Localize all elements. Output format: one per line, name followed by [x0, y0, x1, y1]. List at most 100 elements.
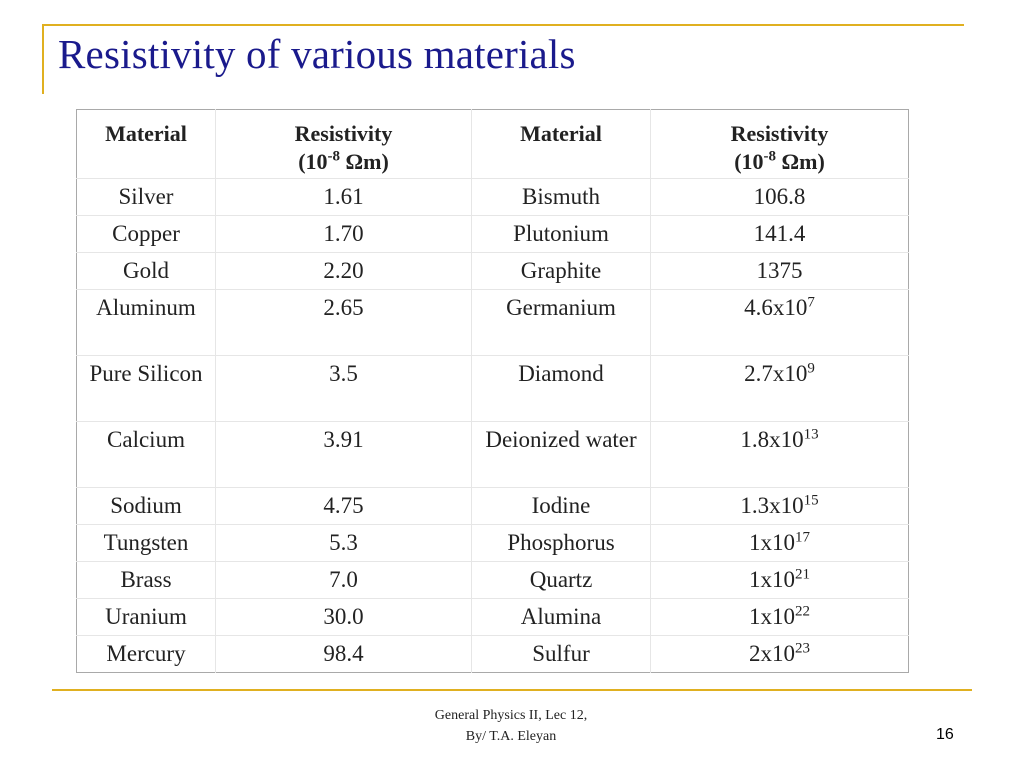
bottom-accent-line	[52, 689, 972, 691]
resistivity-cell: 1.61	[215, 178, 472, 216]
header-resistivity-label: Resistivity	[294, 121, 393, 146]
resistivity-cell: 3.91	[215, 421, 472, 488]
resistivity-exponent: 13	[803, 426, 819, 443]
resistivity-cell: 2x1023	[650, 635, 909, 673]
resistivity-exponent: 21	[795, 566, 810, 583]
page-number: 16	[936, 726, 954, 743]
resistivity-cell: 1x1021	[650, 561, 909, 599]
table-row: Aluminum 2.65 Germanium 4.6x107	[76, 289, 909, 356]
resistivity-base: 1375	[756, 258, 803, 283]
resistivity-cell: 141.4	[650, 215, 909, 253]
resistivity-base: 106.8	[753, 184, 806, 209]
resistivity-base: 141.4	[753, 221, 806, 246]
material-cell: Deionized water	[471, 421, 651, 488]
material-cell: Pure Silicon	[89, 361, 203, 386]
header-resistivity-1: Resistivity (10-8 Ωm)	[215, 109, 472, 179]
top-accent-line	[42, 24, 964, 26]
material-cell: Calcium	[107, 427, 185, 452]
resistivity-exponent: 22	[795, 603, 810, 620]
resistivity-exponent: 9	[807, 360, 815, 377]
resistivity-base: 1x10	[749, 604, 795, 629]
material-cell: Germanium	[471, 289, 651, 356]
material-cell: Iodine	[471, 487, 651, 525]
footer-credit: General Physics II, Lec 12, By/ T.A. Ele…	[380, 705, 642, 747]
resistivity-base: 1x10	[749, 567, 795, 592]
header-unit: (10-8 Ωm)	[734, 149, 825, 174]
resistivity-cell: 2.65	[215, 289, 472, 356]
unit-prefix: (10	[734, 149, 764, 174]
resistivity-cell: 1.3x1015	[650, 487, 909, 525]
unit-exponent: -8	[327, 148, 341, 165]
material-cell: Graphite	[471, 252, 651, 290]
resistivity-cell: 1.8x1013	[650, 421, 909, 488]
resistivity-cell: 30.0	[215, 598, 472, 636]
material-cell: Tungsten	[103, 530, 189, 555]
resistivity-table: Material Resistivity (10-8 Ωm) Material …	[76, 109, 909, 673]
material-cell: Alumina	[471, 598, 651, 636]
resistivity-exponent: 15	[803, 492, 819, 509]
left-accent-line	[42, 24, 44, 94]
resistivity-base: 1.8x10	[740, 427, 804, 452]
header-resistivity-2: Resistivity (10-8 Ωm)	[650, 109, 909, 179]
table-row: Uranium 30.0 Alumina 1x1022	[76, 598, 909, 636]
material-cell: Diamond	[471, 355, 651, 422]
unit-suffix: Ωm)	[776, 149, 825, 174]
material-cell: Bismuth	[471, 178, 651, 216]
resistivity-cell: 1x1017	[650, 524, 909, 562]
table-row: Calcium 3.91 Deionized water 1.8x1013	[76, 421, 909, 488]
table-row: Sodium 4.75 Iodine 1.3x1015	[76, 487, 909, 525]
resistivity-exponent: 7	[807, 294, 815, 311]
resistivity-cell: 5.3	[215, 524, 472, 562]
resistivity-base: 4.6x10	[744, 295, 808, 320]
unit-suffix: Ωm)	[340, 149, 389, 174]
material-cell: Copper	[112, 221, 180, 246]
material-cell: Plutonium	[471, 215, 651, 253]
slide-title: Resistivity of various materials	[58, 31, 576, 77]
resistivity-cell: 7.0	[215, 561, 472, 599]
table-row: Mercury 98.4 Sulfur 2x1023	[76, 635, 909, 673]
header-material-2: Material	[471, 109, 651, 179]
table-row: Copper 1.70 Plutonium 141.4	[76, 215, 909, 253]
table-row: Brass 7.0 Quartz 1x1021	[76, 561, 909, 599]
resistivity-cell: 1x1022	[650, 598, 909, 636]
unit-exponent: -8	[763, 148, 777, 165]
material-cell: Gold	[123, 258, 169, 283]
unit-prefix: (10	[298, 149, 328, 174]
resistivity-base: 2.7x10	[744, 361, 808, 386]
header-unit: (10-8 Ωm)	[298, 149, 389, 174]
resistivity-cell: 98.4	[215, 635, 472, 673]
table-row: Gold 2.20 Graphite 1375	[76, 252, 909, 290]
resistivity-exponent: 23	[795, 640, 810, 657]
resistivity-table-container: Material Resistivity (10-8 Ωm) Material …	[76, 109, 909, 673]
table-row: Pure Silicon 3.5 Diamond 2.7x109	[76, 355, 909, 422]
material-cell: Quartz	[471, 561, 651, 599]
table-row: Silver 1.61 Bismuth 106.8	[76, 178, 909, 216]
material-cell: Mercury	[106, 641, 186, 666]
material-cell: Silver	[118, 184, 174, 209]
resistivity-cell: 1375	[650, 252, 909, 290]
footer-line-1: General Physics II, Lec 12,	[434, 708, 588, 723]
resistivity-base: 1.3x10	[740, 493, 804, 518]
table-header-row: Material Resistivity (10-8 Ωm) Material …	[77, 109, 909, 179]
header-material-1: Material	[105, 121, 187, 146]
material-cell: Brass	[120, 567, 172, 592]
resistivity-cell: 106.8	[650, 178, 909, 216]
resistivity-cell: 4.75	[215, 487, 472, 525]
material-cell: Uranium	[105, 604, 187, 629]
material-cell: Aluminum	[96, 295, 196, 320]
table-body: Silver 1.61 Bismuth 106.8 Copper 1.70 Plutoniu…	[76, 178, 909, 673]
material-cell: Phosphorus	[471, 524, 651, 562]
material-cell: Sulfur	[471, 635, 651, 673]
resistivity-cell: 2.7x109	[650, 355, 909, 422]
header-resistivity-label: Resistivity	[730, 121, 829, 146]
resistivity-cell: 3.5	[215, 355, 472, 422]
footer-line-2: By/ T.A. Eleyan	[465, 729, 557, 744]
resistivity-base: 2x10	[749, 641, 795, 666]
resistivity-cell: 2.20	[215, 252, 472, 290]
material-cell: Sodium	[110, 493, 182, 518]
resistivity-cell: 1.70	[215, 215, 472, 253]
table-row: Tungsten 5.3 Phosphorus 1x1017	[76, 524, 909, 562]
resistivity-base: 1x10	[749, 530, 795, 555]
resistivity-exponent: 17	[795, 529, 810, 546]
resistivity-cell: 4.6x107	[650, 289, 909, 356]
